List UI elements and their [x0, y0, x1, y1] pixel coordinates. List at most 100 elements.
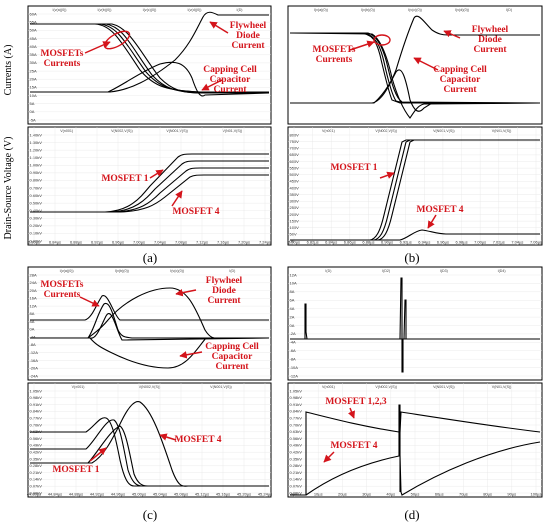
- ytick-c-top-8: -4A: [30, 334, 37, 339]
- xtick-c-0: 44.80µs: [27, 492, 41, 497]
- annotation-arrow-a-mosfet1: [149, 169, 164, 179]
- ytick-b-bottom-4: 600V: [290, 159, 300, 164]
- legend-d-top-0: I(D): [325, 269, 331, 273]
- panel-c: [27, 266, 272, 498]
- legend-a-top-2: I(v(c)(0)): [143, 8, 157, 12]
- trace-capping-capacitor-current: [290, 69, 540, 112]
- ytick-c-bottom-0: 1.05kV: [30, 388, 43, 393]
- ytick-a-bottom-14: 0.00kV: [30, 238, 43, 243]
- ytick-c-bottom-4: 0.77kV: [30, 416, 43, 421]
- legend-c-top-1: I(v(b)(0)): [115, 269, 129, 273]
- ytick-d-bottom-6: 0.63kV: [290, 429, 303, 434]
- trace-capping-capacitor-current: [30, 61, 270, 97]
- caption-d: (d): [404, 507, 419, 522]
- legend-d-bottom-2: V(N001,V(S)): [433, 385, 455, 389]
- legend-c-bottom-1: V(N002,V(S)): [139, 385, 161, 389]
- ytick-c-top-4: 12A: [30, 303, 37, 308]
- xtick-b-8: 6.96µs: [437, 240, 449, 245]
- plot-b-top: [287, 5, 543, 125]
- xtick-a-5: 7.00µs: [133, 240, 145, 245]
- ytick-d-top-6: 0A: [290, 323, 295, 328]
- annotation-a-mosfet1: MOSFET 1: [101, 174, 148, 184]
- annotation-arrow-b-flywheel: [443, 30, 461, 39]
- ytick-b-bottom-11: 250V: [290, 205, 300, 210]
- annotation-arrow-d-mosfet4: [323, 451, 335, 463]
- ytick-d-bottom-4: 0.77kV: [290, 416, 303, 421]
- xtick-d-3: 30µs: [362, 492, 371, 497]
- ytick-d-top-9: -6A: [290, 348, 297, 353]
- legend-c-top-2: I(v(c)(0)): [170, 269, 184, 273]
- legend-b-top-4: I(D): [506, 8, 512, 12]
- xtick-c-7: 45.08µs: [174, 492, 188, 497]
- traces-a-bottom: [30, 153, 269, 213]
- xtick-b-2: 6.84µs: [325, 240, 337, 245]
- caption-c: (c): [143, 507, 157, 522]
- xtick-a-9: 7.16µs: [217, 240, 229, 245]
- ytick-d-top-7: -2A: [290, 331, 297, 336]
- ytick-c-top-9: -8A: [30, 342, 37, 347]
- ytick-c-top-3: 16A: [30, 296, 37, 301]
- trace-vds-mosfet-4: [30, 174, 269, 213]
- legend-c-bottom-0: V(n001): [72, 385, 85, 389]
- trace-vds-mosfet-4: [290, 229, 540, 241]
- ytick-b-bottom-6: 500V: [290, 172, 300, 177]
- annotation-arrow-b-capping: [413, 57, 439, 71]
- ytick-a-top-5: 35A: [30, 52, 37, 57]
- plot-c-bottom: [27, 382, 272, 498]
- ytick-b-bottom-1: 750V: [290, 139, 300, 144]
- ytick-d-top-1: 10A: [290, 281, 297, 286]
- xtick-d-0: 0µs: [291, 492, 298, 497]
- ytick-a-top-13: -5A: [30, 117, 37, 122]
- annotation-arrow-c-flywheel: [175, 288, 197, 297]
- legend-a-top-3: I(v(d)(0)): [188, 8, 202, 12]
- ytick-c-top-11: -16A: [30, 358, 39, 363]
- xtick-b-4: 6.88µs: [362, 240, 374, 245]
- trace-mosfet-current-4: [289, 32, 541, 119]
- xtick-a-10: 7.20µs: [238, 240, 250, 245]
- legend-d-top-1: I(D2): [382, 269, 390, 273]
- ytick-b-bottom-14: 100V: [290, 225, 300, 230]
- trace-diode-spike-1: [304, 303, 308, 340]
- legend-a-top-0: I(v(a)(0)): [53, 8, 67, 12]
- ylabel-currents: Currents (A): [3, 45, 14, 96]
- xtick-d-2: 20µs: [338, 492, 347, 497]
- annotation-a-mosfets-currents: MOSFETs Currents: [41, 49, 84, 69]
- legend-b-top-0: I(v(a)(0)): [314, 8, 328, 12]
- annotation-c-mosfet1: MOSFET 1: [52, 465, 99, 475]
- xtick-b-12: 7.04µs: [511, 240, 523, 245]
- legend-d-bottom-3: V(N01,V(S)): [492, 385, 512, 389]
- ytick-a-bottom-8: 0.60kV: [30, 193, 43, 198]
- xtick-b-9: 6.98µs: [455, 240, 467, 245]
- xtick-b-13: 7.06µs: [530, 240, 542, 245]
- ytick-d-bottom-10: 0.35kV: [290, 456, 303, 461]
- ytick-a-bottom-9: 0.50kV: [30, 200, 43, 205]
- trace-vds-mosfet-2: [30, 160, 269, 213]
- ytick-d-top-5: 2A: [290, 314, 295, 319]
- ytick-a-top-3: 45A: [30, 36, 37, 41]
- xtick-d-4: 40µs: [386, 492, 395, 497]
- ytick-a-top-11: 5A: [30, 101, 35, 106]
- ytick-c-bottom-2: 0.91kV: [30, 402, 43, 407]
- ytick-a-bottom-1: 1.30kV: [30, 140, 43, 145]
- plot-a-top: [27, 5, 272, 125]
- annotation-arrow-c-mosfet4: [159, 433, 177, 441]
- ytick-d-top-8: -4A: [290, 340, 297, 345]
- ytick-a-top-12: 0A: [30, 109, 35, 114]
- ytick-a-top-10: 10A: [30, 93, 37, 98]
- trace-mosfet-current-2: [290, 32, 540, 104]
- xtick-a-6: 7.04µs: [154, 240, 166, 245]
- ytick-b-bottom-9: 350V: [290, 192, 300, 197]
- trace-mosfet-current-3: [30, 313, 270, 341]
- xtick-c-5: 45.00µs: [132, 492, 146, 497]
- ytick-d-bottom-15: 0.00kV: [290, 490, 303, 495]
- ytick-c-top-13: -24A: [30, 373, 39, 378]
- ytick-c-bottom-15: 0.00kV: [30, 490, 43, 495]
- annotation-c-mosfets-currents: MOSFETs Currents: [41, 280, 84, 300]
- ytick-a-bottom-2: 1.20kV: [30, 147, 43, 152]
- annotation-b-capping: Capping Cell Capacitor Current: [433, 65, 487, 95]
- xtick-c-4: 44.96µs: [111, 492, 125, 497]
- ytick-c-top-12: -20A: [30, 366, 39, 371]
- ytick-b-bottom-8: 400V: [290, 185, 300, 190]
- ytick-a-top-9: 15A: [30, 85, 37, 90]
- trace-mosfet-current-4: [30, 23, 269, 94]
